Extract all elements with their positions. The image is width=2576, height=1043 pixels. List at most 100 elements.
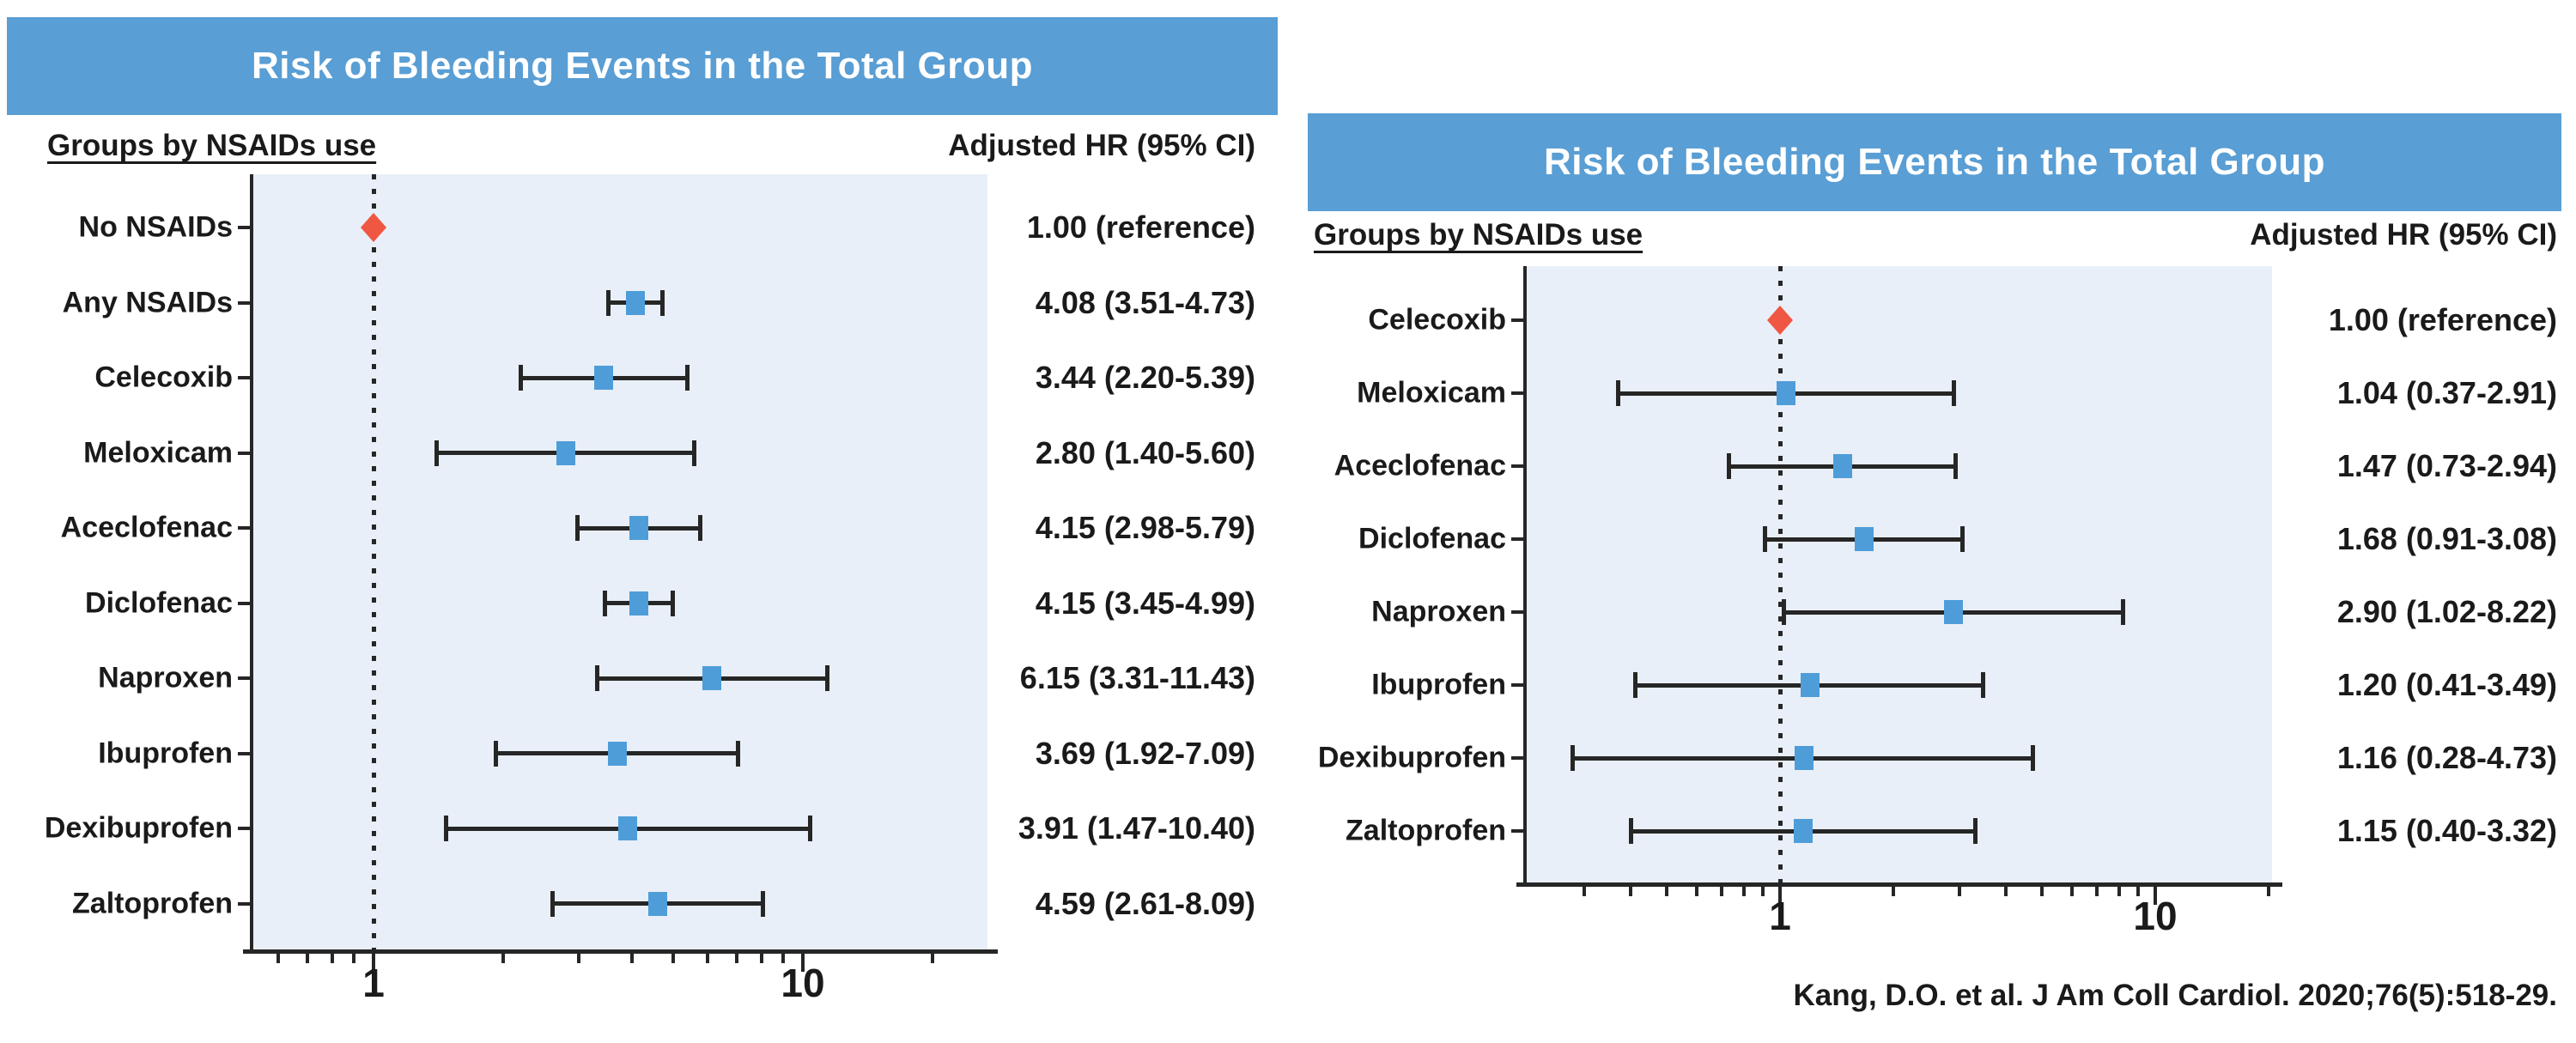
x-axis-minor-tick bbox=[1891, 886, 1895, 896]
y-axis-row-tick bbox=[238, 451, 250, 455]
hr-value-text: 1.04 (0.37-2.91) bbox=[2336, 375, 2557, 410]
y-axis-row-tick bbox=[238, 601, 250, 605]
point-estimate-square bbox=[629, 516, 649, 540]
ci-cap-high bbox=[807, 816, 812, 841]
x-axis-tick-label: 1 bbox=[362, 961, 385, 1005]
ci-cap-high bbox=[684, 365, 690, 391]
ci-cap-high bbox=[671, 590, 676, 616]
y-axis-row-tick bbox=[238, 376, 250, 379]
x-axis-line bbox=[1516, 882, 2282, 887]
hr-value-text: 1.00 (reference) bbox=[2328, 302, 2557, 337]
x-axis-major-tick bbox=[1778, 886, 1782, 905]
row-label: No NSAIDs bbox=[78, 210, 233, 244]
ci-cap-high bbox=[1960, 526, 1965, 552]
hr-value-text: 1.00 (reference) bbox=[1026, 209, 1255, 245]
x-axis-minor-tick bbox=[2040, 886, 2044, 896]
citation: Kang, D.O. et al. J Am Coll Cardiol. 202… bbox=[1793, 979, 2557, 1012]
x-axis-minor-tick bbox=[352, 953, 356, 963]
ci-cap-high bbox=[660, 289, 665, 316]
row-label: Meloxicam bbox=[1357, 376, 1506, 409]
ci-cap-low bbox=[1616, 380, 1621, 406]
ci-cap-high bbox=[698, 515, 703, 541]
row-label: Ibuprofen bbox=[98, 737, 233, 769]
row-label: Dexibuprofen bbox=[44, 811, 233, 845]
right-panel-title-bar: Risk of Bleeding Events in the Total Gro… bbox=[1308, 113, 2561, 211]
x-axis-minor-tick bbox=[759, 953, 763, 963]
left-hr-column-header: Adjusted HR (95% CI) bbox=[948, 129, 1255, 162]
y-axis-row-tick bbox=[1511, 829, 1523, 833]
x-axis-minor-tick bbox=[781, 953, 786, 963]
x-axis-minor-tick bbox=[706, 953, 710, 963]
y-axis-row-tick bbox=[1511, 683, 1523, 687]
row-label: Celecoxib bbox=[1368, 303, 1506, 337]
x-axis-minor-tick bbox=[1582, 886, 1586, 896]
ci-cap-high bbox=[1953, 453, 1958, 479]
row-label: Naproxen bbox=[1371, 595, 1506, 628]
right-hr-column-header: Adjusted HR (95% CI) bbox=[2250, 218, 2557, 252]
point-estimate-square bbox=[702, 666, 722, 690]
ci-cap-high bbox=[1951, 380, 1956, 406]
hr-value-text: 4.15 (3.45-4.99) bbox=[1035, 585, 1255, 621]
ci-cap-low bbox=[1629, 818, 1634, 844]
y-axis-row-tick bbox=[1511, 537, 1523, 541]
x-axis-tick-label: 10 bbox=[781, 961, 825, 1005]
ci-cap-low bbox=[1781, 599, 1786, 625]
left-panel-title: Risk of Bleeding Events in the Total Gro… bbox=[251, 45, 1034, 87]
x-axis-minor-tick bbox=[2136, 886, 2140, 896]
ci-cap-high bbox=[736, 740, 741, 767]
ci-cap-low bbox=[493, 740, 498, 767]
row-label: Aceclofenac bbox=[1334, 449, 1506, 482]
hr-value-text: 1.68 (0.91-3.08) bbox=[2336, 521, 2557, 556]
x-axis-minor-tick bbox=[930, 953, 934, 963]
ci-cap-low bbox=[1763, 526, 1768, 552]
left-panel-title-bar: Risk of Bleeding Events in the Total Gro… bbox=[7, 17, 1278, 115]
row-label: Diclofenac bbox=[1358, 522, 1506, 555]
x-axis-tick-label: 1 bbox=[1769, 894, 1791, 938]
x-axis-minor-tick bbox=[2095, 886, 2099, 896]
row-label: Ibuprofen bbox=[1371, 668, 1506, 701]
x-axis-minor-tick bbox=[2266, 886, 2270, 896]
y-axis-row-tick bbox=[238, 827, 250, 830]
x-axis-minor-tick bbox=[2070, 886, 2075, 896]
x-axis-minor-tick bbox=[1629, 886, 1633, 896]
point-estimate-square bbox=[618, 816, 638, 840]
point-estimate-square bbox=[1855, 527, 1874, 551]
point-estimate-square bbox=[556, 440, 575, 465]
x-axis-minor-tick bbox=[630, 953, 635, 963]
x-axis-tick-label: 10 bbox=[2133, 894, 2178, 938]
point-estimate-square bbox=[626, 290, 646, 315]
x-axis-minor-tick bbox=[1761, 886, 1765, 896]
ci-cap-high bbox=[2120, 599, 2125, 625]
y-axis-line bbox=[250, 174, 253, 954]
x-axis-minor-tick bbox=[671, 953, 676, 963]
hr-value-text: 1.16 (0.28-4.73) bbox=[2336, 740, 2557, 775]
x-axis-line bbox=[243, 949, 998, 954]
ci-cap-low bbox=[1632, 672, 1637, 698]
reference-line bbox=[371, 174, 376, 949]
ci-cap-high bbox=[760, 890, 765, 917]
ci-cap-high bbox=[692, 440, 697, 466]
row-label: Zaltoprofen bbox=[72, 887, 233, 919]
point-estimate-square bbox=[1777, 381, 1796, 405]
row-label: Diclofenac bbox=[85, 586, 233, 619]
y-axis-row-tick bbox=[1511, 756, 1523, 760]
hr-value-text: 1.47 (0.73-2.94) bbox=[2336, 448, 2557, 483]
x-axis-major-tick bbox=[2154, 886, 2157, 905]
x-axis-minor-tick bbox=[1741, 886, 1746, 896]
ci-cap-low bbox=[1727, 453, 1732, 479]
point-estimate-square bbox=[607, 741, 627, 766]
x-axis-minor-tick bbox=[276, 953, 281, 963]
row-label: Naproxen bbox=[98, 661, 233, 694]
x-axis-minor-tick bbox=[1695, 886, 1699, 896]
hr-value-text: 4.15 (2.98-5.79) bbox=[1035, 510, 1255, 545]
x-axis-minor-tick bbox=[2004, 886, 2008, 896]
point-estimate-square bbox=[1800, 673, 1820, 697]
hr-value-text: 4.59 (2.61-8.09) bbox=[1035, 885, 1255, 921]
x-axis-minor-tick bbox=[1957, 886, 1961, 896]
row-label: Any NSAIDs bbox=[62, 286, 233, 318]
ci-cap-low bbox=[602, 590, 607, 616]
hr-value-text: 3.91 (1.47-10.40) bbox=[1018, 810, 1255, 846]
ci-cap-low bbox=[550, 890, 556, 917]
hr-value-text: 2.80 (1.40-5.60) bbox=[1035, 434, 1255, 470]
ci-cap-low bbox=[605, 289, 611, 316]
